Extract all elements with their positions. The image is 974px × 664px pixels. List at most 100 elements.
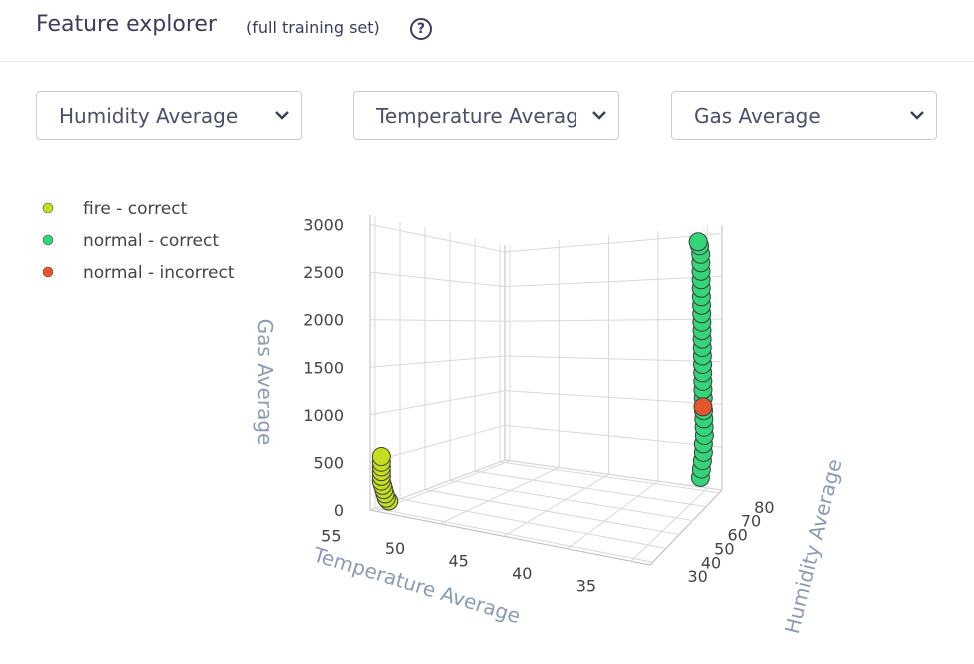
grid-line [369,424,506,463]
y-tick-label: 60 [727,526,747,545]
grid-line [376,460,511,512]
grid-line [449,479,693,522]
x-tick-label: 45 [448,551,468,570]
legend-label: normal - incorrect [83,263,235,283]
data-point [375,484,395,504]
y-axis-title: Humidity Average [780,456,847,636]
grid-line [399,498,667,549]
chevron [592,111,606,120]
data-point [371,447,391,467]
data-point [694,425,714,445]
data-point [693,397,713,417]
data-point [694,409,714,429]
y-tick-label: 80 [754,498,774,517]
data-point [693,354,713,374]
data-point [691,287,711,307]
x-tick-label: 40 [512,564,532,583]
dropdown[interactable]: Temperature Average [353,91,619,140]
grid-line [439,467,560,525]
axis-edge [504,459,723,491]
dropdown-value: Temperature Average [376,104,576,128]
grid-line [369,459,506,511]
grid-line [630,487,708,562]
data-point [694,401,714,421]
chevron [275,111,289,120]
data-point [691,244,711,264]
x-tick-label: 55 [321,526,341,545]
data-point [379,491,399,511]
grid-line [504,318,723,322]
grid-line [369,224,506,253]
grid-line [566,480,659,550]
grid-line [369,319,506,322]
legend-label: normal - correct [83,231,219,251]
data-point [692,451,712,471]
data-point [693,434,713,454]
z-tick-label: 0 [334,501,344,520]
grid-line [504,424,723,448]
data-point [371,466,391,486]
data-point [691,253,711,273]
subtitle: (full training set) [246,18,380,37]
grid-line [504,275,723,288]
z-axis-title: Gas Average [253,319,277,446]
z-tick-label: 2500 [303,263,344,282]
grid-line [504,390,723,406]
grid-line [369,271,506,288]
data-point [691,261,711,281]
z-tick-label: 3000 [303,216,344,235]
legend-marker [42,266,54,278]
data-point [692,312,712,332]
data-point [371,457,391,477]
header: Feature explorer (full training set) ? [0,0,974,62]
x-axis-title: Temperature Average [310,542,524,628]
data-point [693,442,713,462]
y-tick-label: 30 [687,567,707,586]
grid-line [503,473,609,537]
data-point [691,270,711,290]
grid-line [424,489,680,535]
data-point [692,321,712,341]
data-point [371,462,391,482]
z-tick-label: 500 [313,453,344,472]
title: Feature explorer [36,12,217,37]
data-point [694,417,714,437]
y-tick-label: 70 [741,512,761,531]
data-point [692,346,712,366]
data-point [691,278,711,298]
legend-marker [42,234,54,246]
y-tick-label: 40 [701,553,721,572]
grid-line [499,461,720,494]
y-tick-label: 50 [714,539,734,558]
data-point [376,488,396,508]
data-point [690,236,710,256]
data-point [693,363,713,383]
grid-line [369,390,506,416]
z-tick-label: 2000 [303,311,344,330]
help-icon[interactable]: ? [410,18,432,40]
data-point [693,388,713,408]
data-point [692,338,712,358]
data-point [374,480,394,500]
data-point [692,329,712,349]
data-point [373,475,393,495]
data-point [693,371,713,391]
legend-marker [42,202,54,214]
grid-line [504,233,723,253]
z-tick-label: 1500 [303,358,344,377]
x-tick-label: 35 [576,576,596,595]
grid-line [474,470,707,508]
dropdown[interactable]: Gas Average [671,91,937,140]
dropdown-value: Gas Average [694,104,821,128]
data-point [693,380,713,400]
data-point [688,232,708,252]
dropdown-value: Humidity Average [59,104,239,128]
grid-line [504,355,723,363]
axis-edge [649,489,723,566]
z-tick-label: 1000 [303,406,344,425]
data-point [692,295,712,315]
grid-line [504,459,723,491]
data-point [371,471,391,491]
dropdown[interactable]: Humidity Average [36,91,302,140]
